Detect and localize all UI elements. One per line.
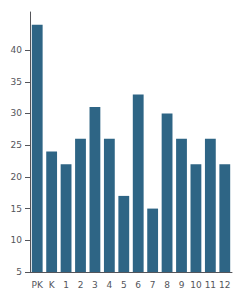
svg-text:40: 40: [11, 45, 23, 55]
svg-text:8: 8: [164, 280, 170, 290]
svg-text:7: 7: [150, 280, 156, 290]
svg-text:5: 5: [121, 280, 127, 290]
svg-text:25: 25: [11, 140, 22, 150]
svg-text:20: 20: [11, 172, 23, 182]
svg-text:6: 6: [135, 280, 141, 290]
svg-text:PK: PK: [32, 280, 44, 290]
svg-text:9: 9: [179, 280, 185, 290]
svg-text:4: 4: [106, 280, 112, 290]
svg-text:10: 10: [11, 235, 23, 245]
svg-text:11: 11: [205, 280, 216, 290]
svg-text:1: 1: [63, 280, 69, 290]
svg-text:35: 35: [11, 77, 22, 87]
svg-text:K: K: [49, 280, 56, 290]
svg-text:2: 2: [78, 280, 84, 290]
svg-text:15: 15: [11, 204, 22, 214]
svg-text:12: 12: [219, 280, 230, 290]
svg-text:3: 3: [92, 280, 98, 290]
svg-text:5: 5: [16, 267, 22, 277]
svg-text:30: 30: [11, 108, 23, 118]
svg-text:10: 10: [190, 280, 202, 290]
